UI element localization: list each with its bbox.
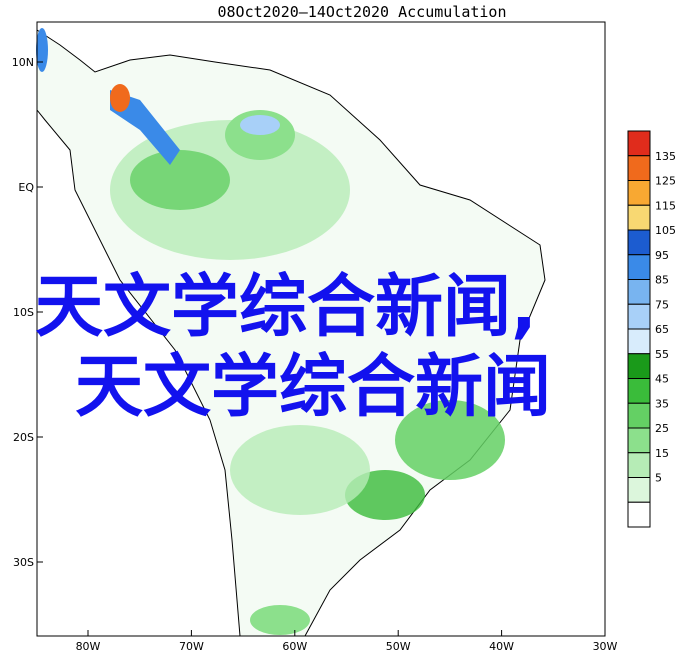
colorbar-label: 95 [655,249,669,262]
colorbar-box [627,204,651,231]
colorbar-box [627,155,651,181]
colorbar-label: 25 [655,422,669,435]
precip-area [250,605,310,635]
colorbar-label: 45 [655,373,669,386]
colorbar-label: 105 [655,224,676,237]
overlay-text: 天文学综合新闻, [35,268,537,347]
y-tick-label: 10S [13,306,34,319]
x-tick-label: 80W [76,640,101,653]
colorbar-box [627,477,651,503]
precip-area [395,400,505,480]
map-title: 08Oct2020—14Oct2020 Accumulation [218,3,507,21]
colorbar-box [627,328,651,355]
overlay-text: 天文学综合新闻 [75,348,551,427]
colorbar-box [627,378,651,404]
y-tick-label: 20S [13,431,34,444]
colorbar-box [627,254,651,280]
colorbar-box [627,402,651,429]
precip-area [130,150,230,210]
colorbar-label: 35 [655,397,669,410]
colorbar-label: 15 [655,447,669,460]
x-tick-label: 50W [386,640,411,653]
colorbar-label: 85 [655,274,669,287]
colorbar-box [627,303,651,330]
map-frame [36,21,606,637]
colorbar-label: 115 [655,199,676,212]
colorbar-box [627,130,651,157]
y-tick-label: 10N [12,56,34,69]
colorbar-label: 65 [655,323,669,336]
colorbar: 135 125 115 105 95 85 75 65 55 45 35 25 15 5 [627,130,676,528]
colorbar-box [627,279,651,305]
precip-area [36,28,48,72]
precip-area [110,90,180,165]
map-area [36,21,606,637]
colorbar-label: 135 [655,150,676,163]
precip-area [240,115,280,135]
colorbar-box [627,353,651,379]
colorbar-box [627,501,651,528]
axes: 80W 70W 60W 50W 40W 30W 10N EQ 10S 20S 30S [12,56,618,653]
colorbar-box [627,427,651,454]
x-tick-label: 30W [593,640,618,653]
colorbar-box [627,229,651,256]
precip-area [110,84,130,112]
y-tick-label: EQ [18,181,34,194]
colorbar-label: 55 [655,348,669,361]
colorbar-label: 125 [655,175,676,188]
colorbar-box [627,180,651,206]
x-tick-label: 60W [282,640,307,653]
colorbar-label: 5 [655,472,662,485]
precip-area [230,425,370,515]
x-tick-label: 70W [179,640,204,653]
colorbar-label: 75 [655,298,669,311]
x-tick-label: 40W [489,640,514,653]
colorbar-box [627,452,651,478]
y-tick-label: 30S [13,556,34,569]
